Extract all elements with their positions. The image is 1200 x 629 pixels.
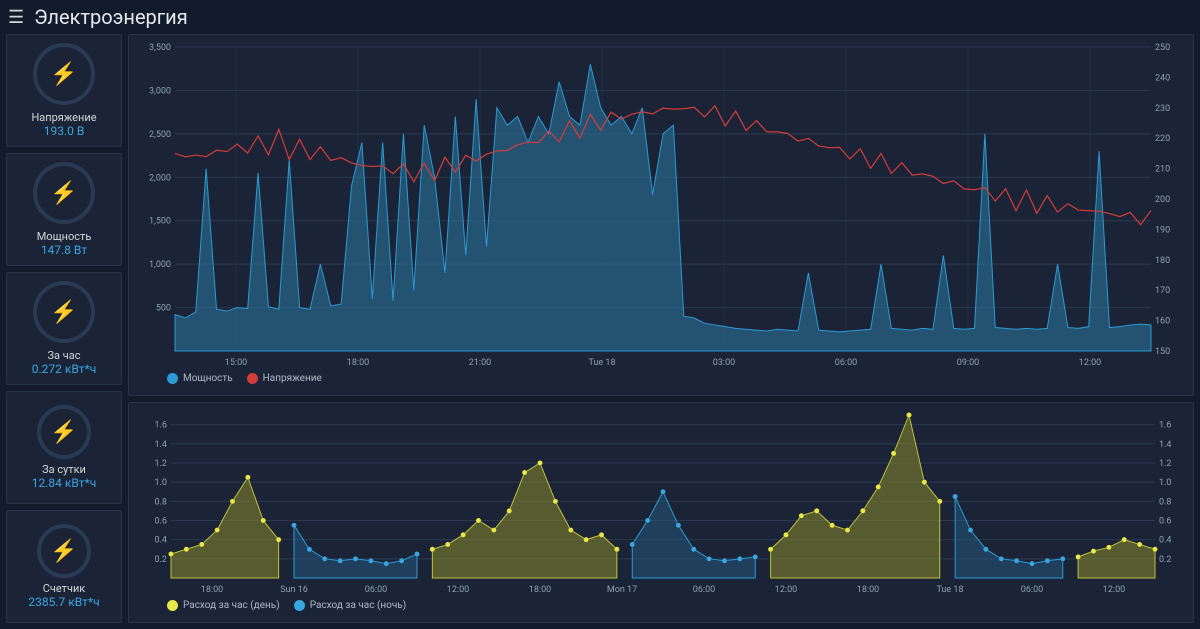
svg-text:0.8: 0.8 — [155, 497, 168, 507]
svg-text:09:00: 09:00 — [957, 358, 979, 368]
svg-text:Tue 18: Tue 18 — [588, 358, 615, 368]
svg-text:240: 240 — [1155, 73, 1170, 83]
chart-bottom-legend: Расход за час (день) Расход за час (ночь… — [137, 600, 1185, 611]
svg-text:21:00: 21:00 — [469, 358, 491, 368]
legend-swatch — [294, 600, 305, 611]
svg-text:0.4: 0.4 — [155, 536, 168, 546]
legend-item-night[interactable]: Расход за час (ночь) — [294, 600, 407, 611]
bolt-icon: ⚡ — [33, 162, 95, 224]
chart-top[interactable]: 500 1,000 1,500 2,000 2,500 3,000 3,500 150 160 1… — [137, 41, 1185, 369]
svg-text:200: 200 — [1155, 195, 1170, 205]
svg-text:160: 160 — [1155, 317, 1170, 327]
svg-text:3,500: 3,500 — [149, 43, 171, 53]
svg-text:1.2: 1.2 — [1159, 459, 1172, 469]
svg-text:Tue 18: Tue 18 — [936, 585, 963, 595]
metric-label: Напряжение — [31, 111, 96, 124]
svg-text:1,500: 1,500 — [149, 217, 171, 227]
legend-swatch — [167, 600, 178, 611]
svg-text:0.6: 0.6 — [155, 516, 168, 526]
svg-text:12:00: 12:00 — [1079, 358, 1101, 368]
metric-label: За сутки — [42, 463, 86, 476]
chart-top-legend: Мощность Напряжение — [137, 373, 1185, 384]
svg-text:1.0: 1.0 — [155, 478, 168, 488]
svg-text:3,000: 3,000 — [149, 86, 171, 96]
svg-text:0.2: 0.2 — [155, 555, 168, 565]
metric-card-voltage[interactable]: ⚡ Напряжение 193.0 В — [6, 34, 122, 147]
main: 500 1,000 1,500 2,000 2,500 3,000 3,500 150 160 1… — [128, 34, 1194, 623]
sidebar: ⚡ Напряжение 193.0 В ⚡ Мощность 147.8 Вт… — [6, 34, 122, 623]
metric-card-counter[interactable]: ⚡ Счетчик 2385.7 кВт*ч — [6, 510, 122, 623]
svg-text:12:00: 12:00 — [447, 585, 469, 595]
svg-text:0.2: 0.2 — [1159, 555, 1172, 565]
svg-text:18:00: 18:00 — [201, 585, 223, 595]
metric-value: 12.84 кВт*ч — [32, 476, 97, 490]
bolt-icon: ⚡ — [37, 524, 91, 578]
svg-text:18:00: 18:00 — [857, 585, 879, 595]
bolt-icon: ⚡ — [33, 43, 95, 105]
svg-text:2,000: 2,000 — [149, 173, 171, 183]
metric-value: 193.0 В — [44, 124, 85, 138]
legend-label: Напряжение — [263, 373, 322, 384]
legend-item-power[interactable]: Мощность — [167, 373, 233, 384]
svg-text:03:00: 03:00 — [713, 358, 735, 368]
chart-bottom[interactable]: 0.2 0.2 0.4 0.4 0.6 0.6 0.8 0.8 1.0 1.0 1.2 1.2 1.4 1… — [137, 409, 1185, 596]
svg-text:1.4: 1.4 — [1159, 440, 1172, 450]
legend-swatch — [167, 373, 178, 384]
svg-text:1,000: 1,000 — [149, 260, 171, 270]
legend-label: Мощность — [183, 373, 233, 384]
svg-text:0.6: 0.6 — [1159, 516, 1172, 526]
svg-text:150: 150 — [1155, 347, 1170, 357]
metric-card-power[interactable]: ⚡ Мощность 147.8 Вт — [6, 153, 122, 266]
svg-text:2,500: 2,500 — [149, 130, 171, 140]
topbar: ☰ Электроэнергия — [0, 0, 1200, 34]
legend-swatch — [247, 373, 258, 384]
svg-text:0.8: 0.8 — [1159, 497, 1172, 507]
metric-value: 147.8 Вт — [41, 243, 87, 257]
metric-value: 2385.7 кВт*ч — [28, 595, 99, 609]
svg-text:1.6: 1.6 — [1159, 421, 1172, 431]
svg-text:18:00: 18:00 — [347, 358, 369, 368]
metric-label: Счетчик — [43, 582, 86, 595]
svg-text:220: 220 — [1155, 134, 1170, 144]
svg-text:1.4: 1.4 — [155, 440, 168, 450]
svg-text:0.4: 0.4 — [1159, 536, 1172, 546]
svg-text:Mon 17: Mon 17 — [607, 585, 637, 595]
metric-card-hour[interactable]: ⚡ За час 0.272 кВт*ч — [6, 272, 122, 385]
bolt-icon: ⚡ — [33, 281, 95, 343]
metric-label: Мощность — [37, 230, 92, 243]
svg-text:1.2: 1.2 — [155, 459, 168, 469]
svg-text:210: 210 — [1155, 165, 1170, 175]
svg-text:06:00: 06:00 — [835, 358, 857, 368]
metric-card-day[interactable]: ⚡ За сутки 12.84 кВт*ч — [6, 391, 122, 504]
menu-icon[interactable]: ☰ — [8, 7, 24, 28]
svg-text:12:00: 12:00 — [775, 585, 797, 595]
svg-text:230: 230 — [1155, 104, 1170, 114]
legend-label: Расход за час (ночь) — [310, 600, 407, 611]
page-title: Электроэнергия — [34, 5, 188, 29]
svg-text:180: 180 — [1155, 256, 1170, 266]
metric-label: За час — [48, 349, 81, 362]
chart-panel-consumption: 0.2 0.2 0.4 0.4 0.6 0.6 0.8 0.8 1.0 1.0 1.2 1.2 1.4 1… — [128, 402, 1194, 623]
svg-text:170: 170 — [1155, 286, 1170, 296]
legend-item-day[interactable]: Расход за час (день) — [167, 600, 280, 611]
svg-text:1.0: 1.0 — [1159, 478, 1172, 488]
svg-text:06:00: 06:00 — [1021, 585, 1043, 595]
metric-value: 0.272 кВт*ч — [32, 362, 97, 376]
svg-text:12:00: 12:00 — [1103, 585, 1125, 595]
chart-panel-power-voltage: 500 1,000 1,500 2,000 2,500 3,000 3,500 150 160 1… — [128, 34, 1194, 396]
svg-text:06:00: 06:00 — [693, 585, 715, 595]
legend-item-voltage[interactable]: Напряжение — [247, 373, 322, 384]
bolt-icon: ⚡ — [37, 405, 91, 459]
svg-text:Sun 16: Sun 16 — [280, 585, 308, 595]
svg-text:18:00: 18:00 — [529, 585, 551, 595]
svg-text:190: 190 — [1155, 225, 1170, 235]
svg-text:250: 250 — [1155, 43, 1170, 53]
svg-text:500: 500 — [156, 304, 171, 314]
layout: ⚡ Напряжение 193.0 В ⚡ Мощность 147.8 Вт… — [0, 34, 1200, 629]
svg-text:1.6: 1.6 — [155, 421, 168, 431]
legend-label: Расход за час (день) — [183, 600, 280, 611]
svg-text:06:00: 06:00 — [365, 585, 387, 595]
svg-text:15:00: 15:00 — [225, 358, 247, 368]
